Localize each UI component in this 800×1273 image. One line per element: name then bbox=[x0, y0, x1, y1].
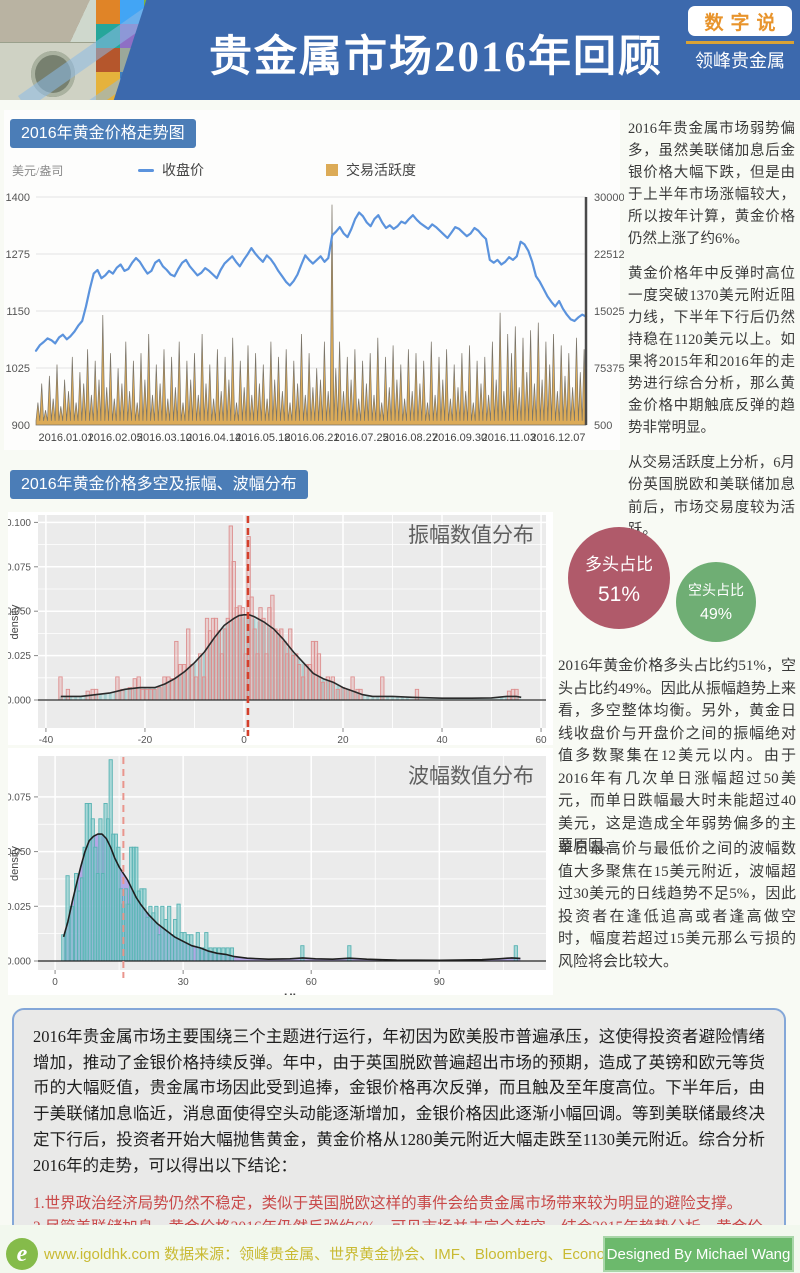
svg-text:0.025: 0.025 bbox=[8, 902, 31, 913]
svg-text:20: 20 bbox=[337, 735, 349, 745]
svg-text:300000: 300000 bbox=[594, 192, 624, 204]
svg-text:1275: 1275 bbox=[6, 249, 30, 261]
svg-text:1150: 1150 bbox=[6, 306, 30, 318]
svg-text:0.000: 0.000 bbox=[8, 696, 31, 707]
svg-text:0.000: 0.000 bbox=[8, 957, 31, 968]
badge-shuzishuo: 数字说 bbox=[688, 6, 792, 36]
axis-unit-label: 美元/盎司 bbox=[12, 164, 64, 178]
svg-text:2016.04.14: 2016.04.14 bbox=[186, 432, 241, 444]
svg-text:60: 60 bbox=[306, 977, 318, 988]
svg-text:150250: 150250 bbox=[594, 306, 624, 318]
svg-text:2016.12.07: 2016.12.07 bbox=[530, 432, 585, 444]
data-source-text: 数据来源：领峰贵金属、世界黄金协会、IMF、Bloomberg、Economis… bbox=[164, 1246, 633, 1263]
range-distribution-chart: 0.000 0.025 0.050 0.075 0 30 60 90 density HL 波幅数值… bbox=[6, 756, 546, 1005]
svg-text:90: 90 bbox=[434, 977, 446, 988]
bear-label: 空头占比 bbox=[688, 582, 744, 598]
paragraph: 2016年贵金属市场弱势偏多，虽然美联储加息后金银价格大幅下跌，但是由于上半年市… bbox=[628, 121, 795, 248]
paragraph: 黄金价格年中反弹时高位一度突破1370美元附近阻力线，下半年下行后仍然持稳在11… bbox=[628, 266, 795, 437]
section2-title: 2016年黄金价格多空及振幅、波幅分布 bbox=[10, 470, 308, 499]
amplitude-distribution-chart: 0.000 0.025 0.050 0.075 0.100 -40 -20 0 20 40 60 de… bbox=[6, 515, 547, 746]
badge-underline bbox=[686, 41, 794, 44]
svg-text:30: 30 bbox=[178, 977, 190, 988]
svg-text:2016.07.25: 2016.07.25 bbox=[334, 432, 389, 444]
svg-text:900: 900 bbox=[12, 420, 30, 432]
svg-text:2016.01.01: 2016.01.01 bbox=[38, 432, 93, 444]
svg-text:2016.02.05: 2016.02.05 bbox=[88, 432, 143, 444]
legend-item-close: 收盘价 bbox=[138, 160, 204, 180]
brand-name: 领峰贵金属 bbox=[695, 51, 785, 71]
svg-text:2016.06.21: 2016.06.21 bbox=[284, 432, 339, 444]
chart-legend: 收盘价 交易活跃度 bbox=[138, 160, 558, 180]
svg-text:2016.03.10: 2016.03.10 bbox=[137, 432, 192, 444]
svg-text:0.075: 0.075 bbox=[8, 562, 31, 573]
bear-value: 49% bbox=[699, 606, 733, 623]
svg-text:0.075: 0.075 bbox=[8, 792, 31, 803]
svg-text:75375: 75375 bbox=[594, 363, 624, 375]
bull-ratio-circle: 多头占比 51% bbox=[568, 527, 670, 629]
range-card: 0.000 0.025 0.050 0.075 0 30 60 90 density HL 波幅数值… bbox=[6, 748, 553, 1005]
svg-text:HL: HL bbox=[284, 991, 300, 995]
svg-text:0.050: 0.050 bbox=[8, 607, 31, 618]
svg-text:density: density bbox=[9, 604, 21, 639]
svg-text:0: 0 bbox=[52, 977, 58, 988]
amplitude-analysis-text: 2016年黄金价格多头占比约51%，空头占比约49%。因此从振幅趋势上来看，多空… bbox=[558, 655, 796, 858]
gold-price-volume-chart: 1400 1275 1150 1025 900 300000 225125 150250 753… bbox=[6, 192, 624, 444]
paragraph: 单日最高价与最低价之间的波幅数值大多聚焦在15美元附近，波幅超过30美元的日线趋… bbox=[558, 841, 796, 970]
svg-text:0.025: 0.025 bbox=[8, 651, 31, 662]
sidebar-commentary: 2016年贵金属市场弱势偏多，虽然美联储加息后金银价格大幅下跌，但是由于上半年市… bbox=[628, 118, 795, 554]
bear-ratio-circle: 空头占比 49% bbox=[676, 562, 756, 642]
header-collage-image bbox=[0, 0, 190, 100]
svg-text:40: 40 bbox=[436, 735, 448, 745]
designer-credit: Designed By Michael Wang bbox=[603, 1236, 794, 1272]
range-analysis-text: 单日最高价与最低价之间的波幅数值大多聚焦在15美元附近，波幅超过30美元的日线趋… bbox=[558, 838, 796, 973]
svg-text:2016.11.03: 2016.11.03 bbox=[482, 432, 536, 444]
svg-text:0.050: 0.050 bbox=[8, 847, 31, 858]
svg-text:0.100: 0.100 bbox=[8, 518, 31, 529]
svg-text:2016.08.27: 2016.08.27 bbox=[383, 432, 438, 444]
svg-text:振幅数值分布: 振幅数值分布 bbox=[408, 523, 534, 547]
svg-text:225125: 225125 bbox=[594, 249, 624, 261]
paragraph: 2016年黄金价格多头占比约51%，空头占比约49%。因此从振幅趋势上来看，多空… bbox=[558, 658, 796, 854]
legend-label: 收盘价 bbox=[162, 162, 204, 178]
svg-text:-40: -40 bbox=[39, 735, 54, 745]
svg-text:0: 0 bbox=[241, 735, 247, 745]
svg-text:60: 60 bbox=[535, 735, 547, 745]
square-swatch-icon bbox=[326, 164, 338, 176]
svg-text:波幅数值分布: 波幅数值分布 bbox=[408, 764, 534, 788]
bull-value: 51% bbox=[597, 582, 641, 606]
page-title: 贵金属市场2016年回顾 bbox=[209, 34, 663, 81]
legend-label: 交易活跃度 bbox=[346, 162, 416, 178]
header-banner: 贵金属市场2016年回顾 数字说 领峰贵金属 bbox=[0, 0, 800, 100]
svg-text:density: density bbox=[9, 846, 21, 881]
line-swatch-icon bbox=[138, 168, 154, 172]
section1-title: 2016年黄金价格走势图 bbox=[10, 119, 196, 148]
svg-text:500: 500 bbox=[594, 420, 612, 432]
badge-label: 数字说 bbox=[704, 12, 783, 34]
website-link[interactable]: www.igoldhk.com bbox=[44, 1246, 160, 1263]
svg-text:1400: 1400 bbox=[6, 192, 30, 204]
paragraph: 从交易活跃度上分析，6月份英国脱欧和美联储加息前后，市场交易度较为活跃。 bbox=[628, 455, 795, 538]
amplitude-card: 0.000 0.025 0.050 0.075 0.100 -40 -20 0 20 40 60 de… bbox=[6, 512, 553, 746]
svg-text:2016.09.30: 2016.09.30 bbox=[432, 432, 487, 444]
svg-text:2016.05.18: 2016.05.18 bbox=[235, 432, 290, 444]
svg-text:1025: 1025 bbox=[6, 363, 30, 375]
legend-item-activity: 交易活跃度 bbox=[326, 160, 416, 180]
summary-body: 2016年贵金属市场主要围绕三个主题进行运行，年初因为欧美股市普遍承压，这使得投… bbox=[33, 1027, 765, 1175]
bull-label: 多头占比 bbox=[585, 554, 653, 574]
svg-text:-20: -20 bbox=[138, 735, 153, 745]
conclusion-item: 1.世界政治经济局势仍然不稳定，类似于英国脱欧这样的事件会给贵金属市场带来较为明… bbox=[33, 1195, 743, 1213]
acetop-e-logo-icon: e bbox=[6, 1238, 38, 1270]
source-line: www.igoldhk.com 数据来源：领峰贵金属、世界黄金协会、IMF、Bl… bbox=[44, 1243, 632, 1264]
